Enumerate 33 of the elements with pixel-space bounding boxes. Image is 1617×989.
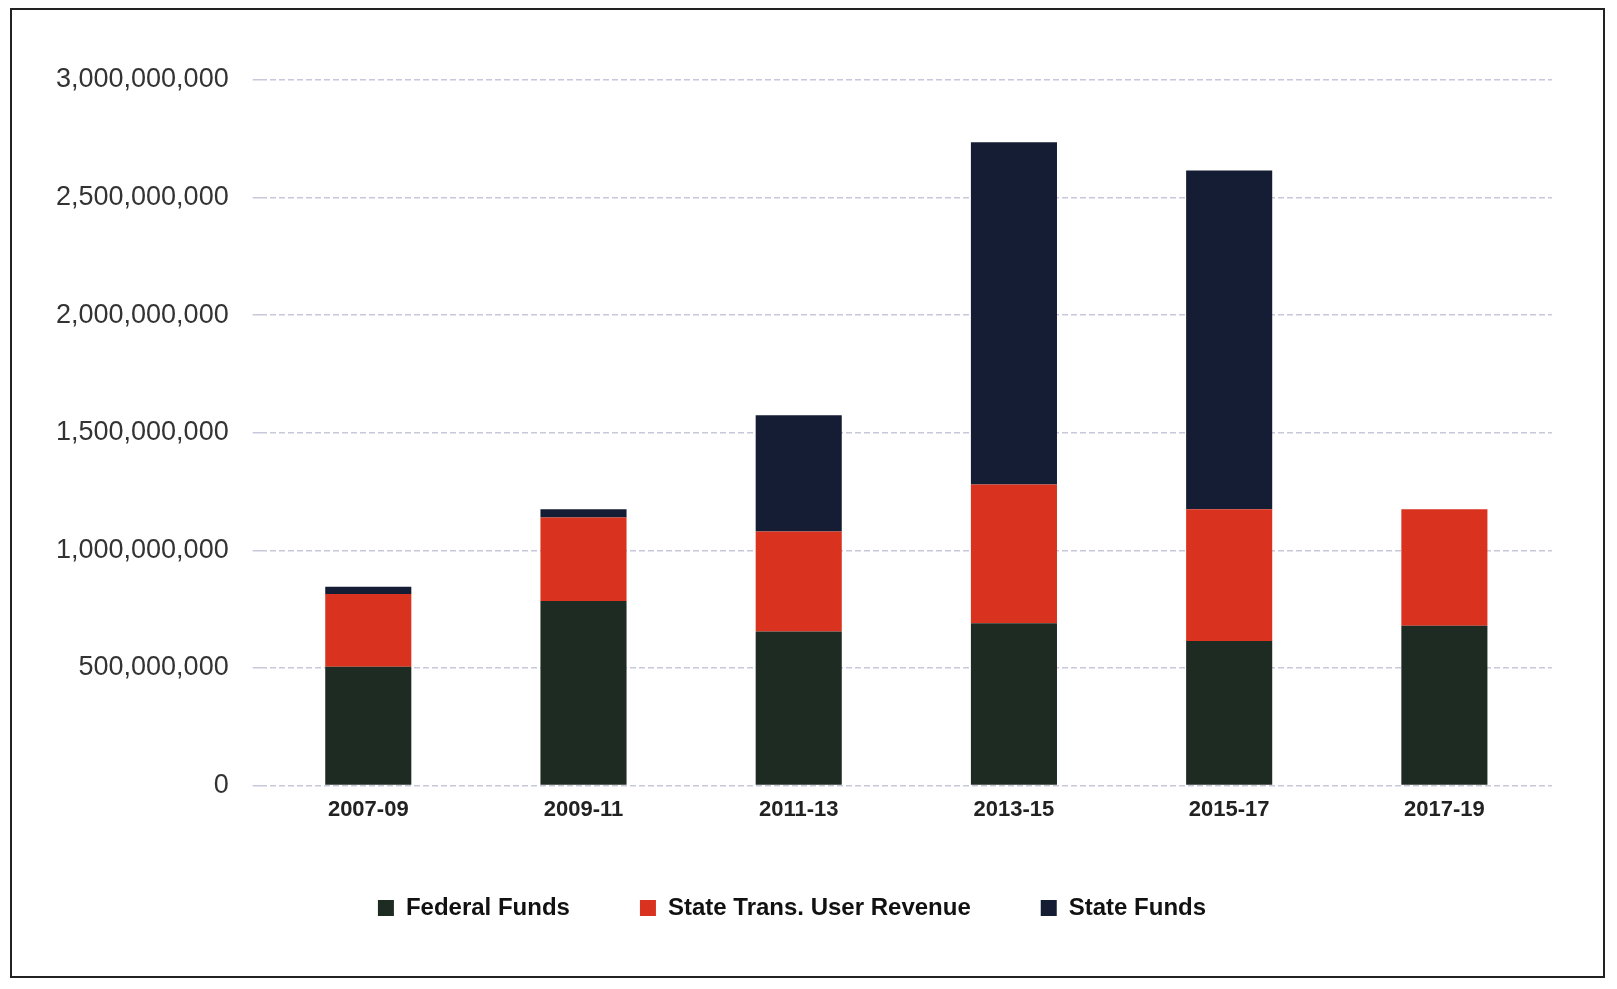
bar	[755, 415, 842, 532]
bar	[1186, 640, 1273, 785]
y-tick-label: 0	[213, 769, 229, 800]
y-tick-label: 1,000,000,000	[55, 533, 229, 564]
bar	[755, 631, 842, 785]
bar	[755, 531, 842, 632]
y-tick-label: 500,000,000	[78, 651, 229, 682]
bar	[325, 666, 412, 785]
y-tick-label: 2,000,000,000	[55, 298, 229, 329]
bar	[325, 593, 412, 667]
bar	[1401, 509, 1488, 626]
legend-label: State Funds	[1068, 892, 1207, 920]
bar	[1186, 170, 1273, 510]
y-tick-label: 1,500,000,000	[55, 416, 229, 447]
legend-label: Federal Funds	[405, 892, 570, 920]
x-tick-label: 2017-19	[1404, 795, 1485, 821]
bar	[1186, 509, 1273, 641]
bar	[540, 509, 627, 518]
bar	[1401, 625, 1488, 785]
x-tick-label: 2013-15	[973, 795, 1055, 821]
bar	[325, 586, 412, 594]
x-tick-label: 2007-09	[327, 795, 409, 821]
x-tick-label: 2015-17	[1188, 795, 1270, 821]
x-tick-label: 2009-11	[543, 795, 624, 821]
bar	[540, 517, 627, 601]
bar	[540, 600, 627, 785]
legend-label: State Trans. User Revenue	[667, 892, 971, 920]
x-tick-label: 2011-13	[758, 795, 839, 821]
bar	[970, 484, 1057, 624]
y-tick-label: 3,000,000,000	[55, 63, 229, 94]
y-tick-label: 2,500,000,000	[55, 181, 229, 212]
bar	[970, 142, 1057, 485]
bar	[970, 623, 1057, 785]
